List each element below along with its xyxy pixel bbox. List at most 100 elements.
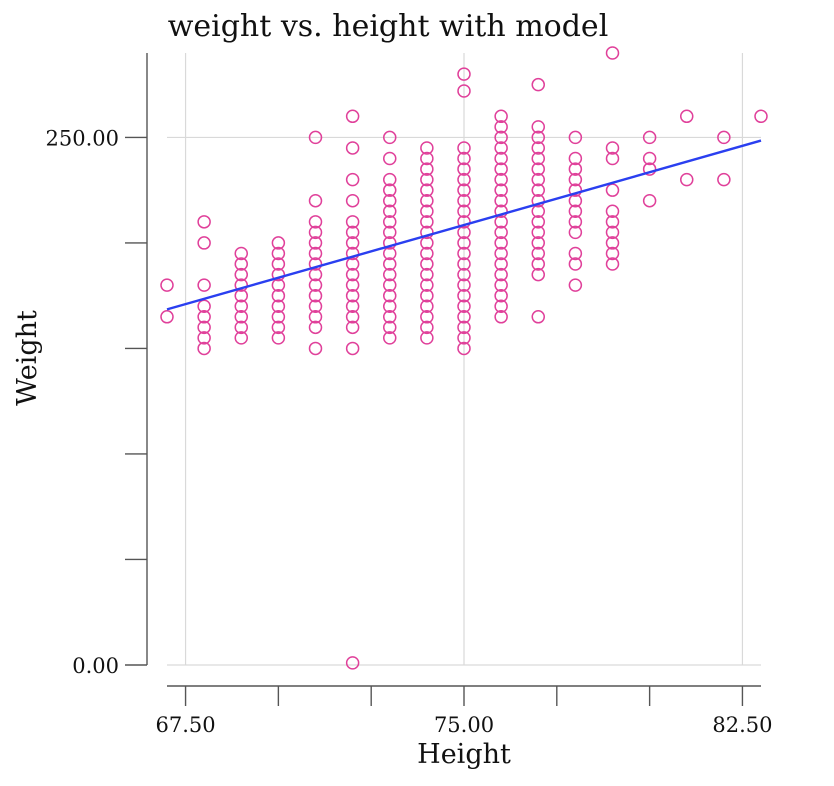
data-point: [457, 151, 471, 166]
data-point: [271, 267, 286, 282]
y-tick-label-0: 0.00: [72, 654, 119, 678]
data-point: [457, 299, 471, 313]
data-point: [308, 130, 323, 145]
data-point: [345, 225, 360, 240]
x-tick-label-0: 67.50: [156, 713, 216, 737]
data-point: [457, 278, 471, 292]
data-point: [457, 204, 471, 219]
data-point: [531, 130, 545, 145]
data-point: [420, 151, 434, 166]
data-point: [271, 246, 286, 261]
data-point: [531, 151, 545, 166]
data-point: [345, 267, 360, 282]
data-point: [234, 267, 248, 282]
data-point: [234, 278, 248, 292]
data-point: [197, 320, 211, 335]
data-point: [420, 141, 434, 155]
data-point: [457, 310, 471, 324]
data-point: [345, 236, 360, 250]
data-point: [197, 236, 211, 250]
data-point: [420, 204, 434, 219]
data-point: [420, 162, 434, 176]
data-point: [420, 172, 434, 187]
data-point: [531, 267, 545, 282]
data-point: [383, 310, 397, 324]
data-point: [234, 331, 248, 345]
data-point: [345, 141, 360, 155]
data-point: [457, 320, 471, 335]
data-point: [457, 331, 471, 345]
data-point: [457, 236, 471, 250]
data-point: [308, 278, 323, 292]
data-point: [680, 172, 694, 187]
data-point: [383, 299, 397, 313]
data-point: [308, 225, 323, 240]
data-point: [383, 225, 397, 240]
data-point: [383, 320, 397, 335]
data-point: [383, 151, 397, 166]
data-point: [271, 320, 286, 335]
data-point: [345, 656, 360, 670]
data-point: [605, 204, 620, 219]
data-point: [271, 278, 286, 292]
data-point: [457, 162, 471, 176]
data-point: [345, 288, 360, 303]
data-point: [605, 225, 620, 240]
data-point: [383, 183, 397, 197]
data-point: [383, 172, 397, 187]
data-point: [605, 257, 620, 271]
data-point: [531, 141, 545, 155]
regression-line: [166, 139, 762, 311]
data-point: [605, 141, 620, 155]
data-point: [494, 141, 508, 155]
fit-line: [166, 139, 762, 311]
data-point: [494, 288, 508, 303]
data-point: [383, 257, 397, 271]
data-point: [420, 310, 434, 324]
data-point: [308, 320, 323, 335]
data-point: [457, 288, 471, 303]
data-point: [457, 172, 471, 187]
data-point: [345, 246, 360, 261]
data-point: [494, 120, 508, 134]
data-point: [271, 288, 286, 303]
data-point: [197, 278, 211, 292]
data-point: [345, 278, 360, 292]
data-point: [420, 278, 434, 292]
data-point: [568, 130, 583, 145]
data-point: [160, 310, 174, 324]
data-point: [457, 193, 471, 208]
data-point: [271, 299, 286, 313]
data-point: [605, 46, 620, 60]
data-point: [234, 310, 248, 324]
data-point: [531, 172, 545, 187]
data-point: [345, 257, 360, 271]
data-point: [568, 172, 583, 187]
data-point: [494, 215, 508, 229]
data-point: [383, 288, 397, 303]
data-point: [197, 331, 211, 345]
data-point: [568, 204, 583, 219]
data-point: [568, 162, 583, 176]
data-point: [717, 172, 731, 187]
data-point: [234, 299, 248, 313]
data-point: [494, 257, 508, 271]
data-point: [160, 278, 174, 292]
data-point: [642, 130, 657, 145]
data-point: [494, 183, 508, 197]
data-point: [494, 299, 508, 313]
x-axis-title: Height: [417, 739, 511, 770]
data-point: [494, 310, 508, 324]
data-point: [642, 162, 657, 176]
data-point: [197, 341, 211, 356]
data-point: [271, 310, 286, 324]
data-point: [308, 236, 323, 250]
data-point: [531, 120, 545, 134]
data-point: [531, 257, 545, 271]
data-point: [568, 257, 583, 271]
data-point: [494, 236, 508, 250]
data-point: [345, 341, 360, 356]
data-point: [494, 130, 508, 145]
data-point: [457, 141, 471, 155]
data-point: [568, 215, 583, 229]
